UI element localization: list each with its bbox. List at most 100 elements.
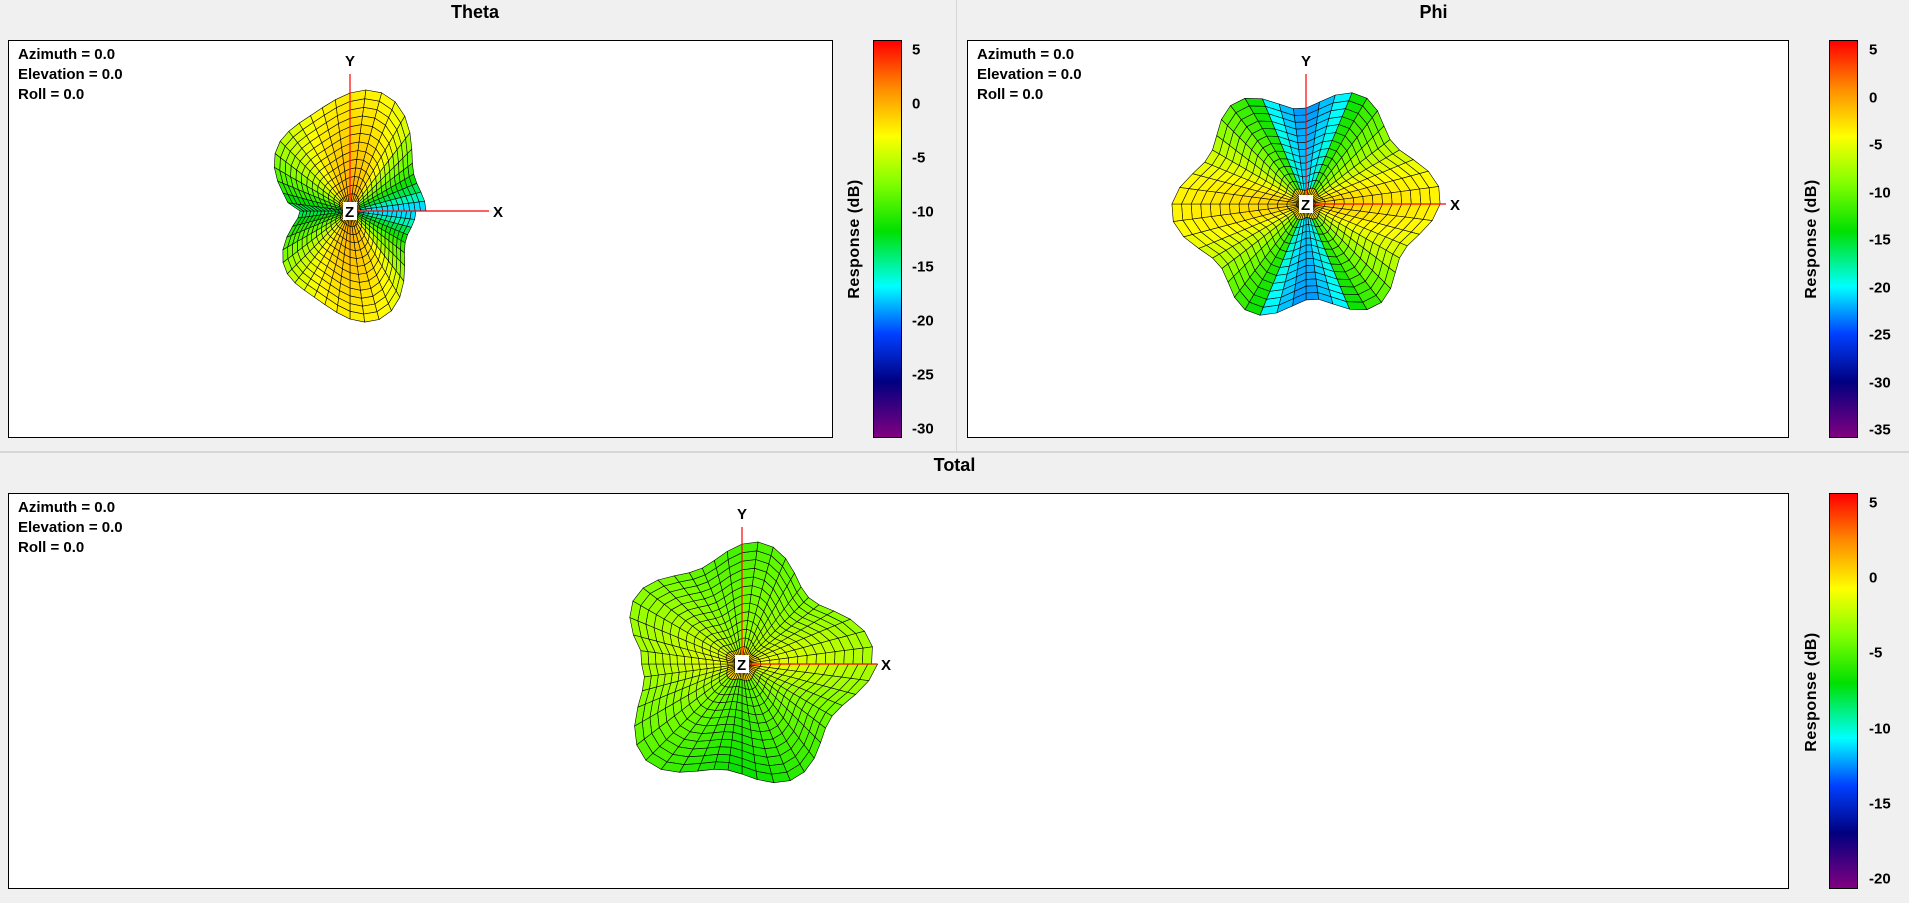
mesh-cell xyxy=(1390,191,1403,205)
panel-divider-horizontal xyxy=(0,451,1909,453)
mesh-cell xyxy=(654,652,664,665)
colorbar-tick-label: -15 xyxy=(1869,231,1891,249)
mesh-cell xyxy=(1299,155,1307,164)
z-axis-label: Z xyxy=(345,204,354,221)
mesh-cell xyxy=(1295,128,1307,137)
mesh-cell xyxy=(1238,203,1250,214)
mesh-cell xyxy=(852,647,864,665)
theta-panel-title: Theta xyxy=(450,2,499,22)
colorbar-tick-label: -10 xyxy=(1869,720,1891,738)
theta-orientation-readout: Azimuth = 0.0 Elevation = 0.0 Roll = 0.0 xyxy=(18,45,123,105)
mesh-cell xyxy=(381,205,389,212)
colorbar-tick-label: -20 xyxy=(1869,870,1891,888)
z-axis-label: Z xyxy=(1301,197,1310,214)
mesh-cell xyxy=(669,654,678,665)
azimuth-readout: Azimuth = 0.0 xyxy=(977,46,1075,63)
mesh-cell xyxy=(769,658,780,665)
mesh-cell xyxy=(797,655,808,665)
mesh-cell xyxy=(1298,148,1307,157)
theta-axes xyxy=(349,74,489,212)
mesh-cell xyxy=(1305,230,1311,239)
phi-axes xyxy=(1305,74,1446,205)
phi-panel-title: Phi xyxy=(1419,2,1448,22)
roll-readout: Roll = 0.0 xyxy=(977,86,1044,103)
colorbar-tick-label: -10 xyxy=(1869,184,1891,201)
mesh-cell xyxy=(1297,141,1307,150)
mesh-cell xyxy=(1362,194,1374,205)
mesh-cell xyxy=(1305,278,1318,287)
x-axis-label: X xyxy=(881,657,891,674)
mesh-cell xyxy=(1305,244,1313,253)
mesh-cell xyxy=(1343,197,1355,205)
z-axis-label-bg xyxy=(1299,195,1313,213)
colorbar-tick-label: -5 xyxy=(1869,644,1883,662)
mesh-cell xyxy=(1305,264,1316,273)
colorbar-tick-label: -25 xyxy=(1869,326,1891,344)
y-axis-label: Y xyxy=(345,53,355,70)
z-axis-label-bg xyxy=(343,202,357,220)
mesh-cell xyxy=(640,650,650,665)
mesh-cell xyxy=(787,656,799,665)
mesh-cell xyxy=(647,651,657,665)
mesh-cell xyxy=(705,663,715,669)
colorbar-tick-label: -10 xyxy=(912,203,934,221)
phi-plot-area[interactable]: X Y Z Azimuth = 0.0 Elevation = 0.0 Roll =… xyxy=(967,40,1789,438)
theta-plot-area[interactable]: X Y Z Azimuth = 0.0 Elevation = 0.0 Roll =… xyxy=(8,40,833,438)
colorbar-tick-label: 5 xyxy=(912,41,921,59)
mesh-cell xyxy=(815,652,827,665)
mesh-cell xyxy=(1300,162,1307,171)
theta-colorbar-title: Response (dB) xyxy=(846,179,863,299)
colorbar-tick-label: -20 xyxy=(1869,279,1891,296)
mesh-cell xyxy=(349,241,356,252)
total-orientation-readout: Azimuth = 0.0 Elevation = 0.0 Roll = 0.0 xyxy=(18,498,123,558)
mesh-cell xyxy=(683,656,693,665)
mesh-cell xyxy=(1305,251,1314,260)
total-panel-title: Total xyxy=(933,455,976,475)
mesh-cell xyxy=(1296,135,1307,144)
azimuth-readout: Azimuth = 0.0 xyxy=(18,46,116,63)
mesh-cell xyxy=(1381,192,1393,205)
mesh-cell xyxy=(1248,203,1259,212)
panel-divider-vertical xyxy=(956,0,957,451)
colorbar-tick-label: -30 xyxy=(1869,374,1891,391)
mesh-cell xyxy=(1301,169,1307,178)
mesh-cell xyxy=(1428,186,1441,205)
colorbar-tick-label: -35 xyxy=(1869,421,1891,439)
total-plot-area[interactable]: X Y Z Azimuth = 0.0 Elevation = 0.0 Roll =… xyxy=(8,493,1789,889)
y-axis-label: Y xyxy=(1301,53,1311,70)
total-radiation-pattern[interactable]: X Y Z xyxy=(9,494,1789,889)
total-mesh xyxy=(629,541,879,784)
mesh-cell xyxy=(1257,203,1269,211)
phi-colorbar-title: Response (dB) xyxy=(1803,179,1820,299)
roll-readout: Roll = 0.0 xyxy=(18,539,85,556)
phi-colorbar xyxy=(1829,40,1858,438)
y-axis-label: Y xyxy=(737,506,747,523)
mesh-cell xyxy=(1294,121,1307,130)
mesh-cell xyxy=(1293,107,1307,116)
mesh-cell xyxy=(1305,292,1319,301)
mesh-cell xyxy=(1305,237,1312,246)
theta-radiation-pattern[interactable]: X Y Z xyxy=(9,41,833,438)
mesh-cell xyxy=(824,651,836,665)
mesh-cell xyxy=(1293,114,1307,123)
mesh-cell xyxy=(1419,187,1431,205)
roll-readout: Roll = 0.0 xyxy=(18,86,85,103)
elevation-readout: Elevation = 0.0 xyxy=(977,66,1082,83)
phi-radiation-pattern[interactable]: X Y Z xyxy=(968,41,1789,438)
mesh-cell xyxy=(741,585,753,596)
mesh-cell xyxy=(1305,224,1310,232)
elevation-readout: Elevation = 0.0 xyxy=(18,519,123,536)
colorbar-tick-label: -30 xyxy=(912,420,934,438)
mesh-cell xyxy=(676,655,685,665)
mesh-cell xyxy=(418,200,427,212)
x-axis-label: X xyxy=(1450,197,1460,214)
theta-colorbar xyxy=(873,40,902,438)
mesh-cell xyxy=(1181,203,1193,221)
colorbar-tick-label: -15 xyxy=(1869,795,1891,813)
mesh-cell xyxy=(1171,203,1184,222)
mesh-cell xyxy=(1305,285,1319,294)
mesh-cell xyxy=(806,653,817,665)
colorbar-tick-label: -5 xyxy=(1869,136,1883,154)
mesh-cell xyxy=(861,646,873,665)
colorbar-tick-label: -5 xyxy=(912,149,926,167)
